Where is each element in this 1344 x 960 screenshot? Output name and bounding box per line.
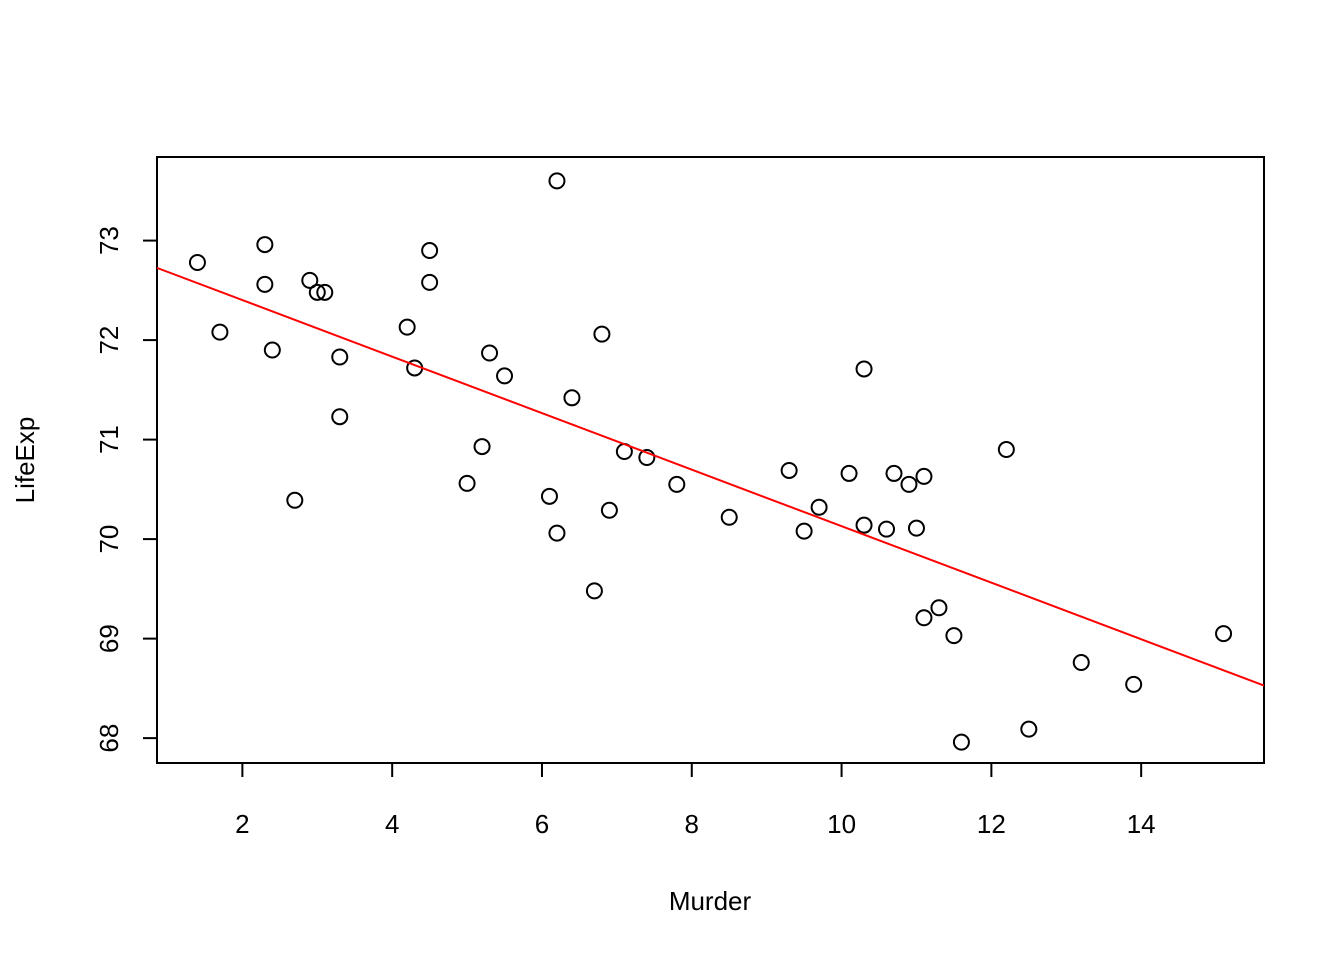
x-tick-label: 4: [385, 809, 399, 839]
data-point: [540, 487, 558, 505]
data-point: [548, 172, 566, 190]
data-point: [668, 475, 686, 493]
x-axis: 2 4 6 8 10 12 14: [235, 762, 1156, 839]
data-point: [855, 360, 873, 378]
data-point: [1215, 625, 1233, 643]
data-point: [593, 325, 611, 343]
data-point: [256, 236, 274, 254]
data-point: [840, 464, 858, 482]
data-point: [780, 461, 798, 479]
data-point: [900, 475, 918, 493]
data-point: [316, 283, 334, 301]
regression-line-group: [156, 266, 1265, 687]
y-tick-label: 72: [94, 326, 124, 355]
y-tick-label: 71: [94, 425, 124, 454]
x-tick-label: 8: [685, 809, 699, 839]
data-point: [952, 733, 970, 751]
data-point: [563, 389, 581, 407]
data-point: [481, 344, 499, 362]
regression-line: [156, 266, 1265, 687]
x-tick-label: 6: [535, 809, 549, 839]
x-tick-label: 10: [827, 809, 856, 839]
x-axis-label: Murder: [669, 886, 752, 916]
data-point: [211, 323, 229, 341]
data-point: [256, 275, 274, 293]
data-point: [638, 449, 656, 467]
data-point: [1072, 653, 1090, 671]
data-point: [421, 242, 439, 260]
data-point: [915, 609, 933, 627]
plot-frame: [156, 156, 1265, 764]
data-point: [398, 318, 416, 336]
data-point: [885, 464, 903, 482]
data-point: [907, 519, 925, 537]
data-point: [878, 520, 896, 538]
y-tick-label: 69: [94, 624, 124, 653]
data-point: [1125, 675, 1143, 693]
data-point: [331, 348, 349, 366]
data-point: [308, 283, 326, 301]
data-point: [915, 467, 933, 485]
data-point: [855, 516, 873, 534]
x-tick-label: 2: [235, 809, 249, 839]
y-axis-label: LifeExp: [10, 417, 40, 504]
data-point: [930, 599, 948, 617]
data-point: [458, 474, 476, 492]
y-tick-label: 70: [94, 525, 124, 554]
data-point: [473, 438, 491, 456]
data-point: [301, 271, 319, 289]
data-point: [496, 367, 514, 385]
data-point: [585, 582, 603, 600]
data-point: [600, 501, 618, 519]
y-axis: 68 69 70 71 72 73: [94, 226, 158, 753]
data-point: [188, 253, 206, 271]
data-point: [795, 522, 813, 540]
x-tick-label: 14: [1127, 809, 1156, 839]
data-point: [286, 491, 304, 509]
data-point: [1020, 720, 1038, 738]
data-point: [945, 627, 963, 645]
x-tick-label: 12: [977, 809, 1006, 839]
data-point: [421, 273, 439, 291]
data-point: [720, 508, 738, 526]
y-tick-label: 73: [94, 226, 124, 255]
data-point: [548, 524, 566, 542]
data-point: [810, 498, 828, 516]
data-point: [263, 341, 281, 359]
data-point: [331, 408, 349, 426]
data-points: [188, 172, 1233, 751]
data-point: [997, 441, 1015, 459]
y-tick-label: 68: [94, 724, 124, 753]
